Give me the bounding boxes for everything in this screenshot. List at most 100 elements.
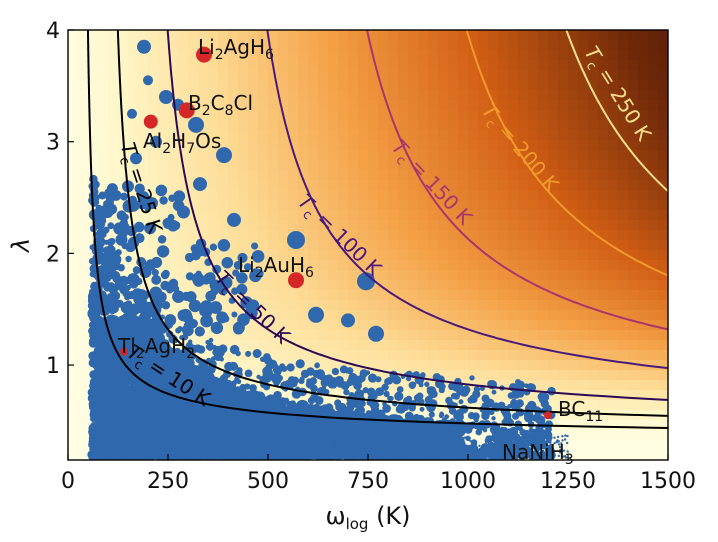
data-point [249, 384, 257, 392]
heatmap-cell [258, 130, 269, 141]
heatmap-cell [168, 150, 179, 161]
heatmap-cell [608, 320, 619, 331]
heatmap-cell [598, 340, 609, 351]
heatmap-cell [388, 150, 399, 161]
heatmap-cell [98, 170, 109, 181]
heatmap-cell [288, 310, 299, 321]
heatmap-cell [508, 300, 519, 311]
heatmap-cell [88, 40, 99, 51]
heatmap-cell [258, 110, 269, 121]
heatmap-cell [598, 80, 609, 91]
heatmap-cell [488, 80, 499, 91]
data-point [263, 356, 273, 365]
heatmap-cell [478, 100, 489, 111]
heatmap-cell [618, 270, 629, 281]
heatmap-cell [68, 350, 79, 361]
heatmap-cell [158, 260, 169, 271]
heatmap-cell [368, 360, 379, 371]
heatmap-cell [168, 230, 179, 241]
heatmap-cell [98, 140, 109, 151]
heatmap-cell [218, 30, 229, 41]
heatmap-cell [268, 320, 279, 331]
heatmap-cell [308, 290, 319, 301]
heatmap-cell [628, 280, 639, 291]
heatmap-cell [468, 430, 479, 441]
heatmap-cell [468, 350, 479, 361]
heatmap-cell [68, 450, 79, 460]
heatmap-cell [168, 70, 179, 81]
heatmap-cell [328, 170, 339, 181]
heatmap-cell [308, 330, 319, 341]
heatmap-cell [558, 330, 569, 341]
heatmap-cell [588, 100, 599, 111]
heatmap-cell [148, 280, 159, 291]
heatmap-cell [148, 160, 159, 171]
data-point [451, 382, 461, 392]
heatmap-cell [68, 160, 79, 171]
heatmap-cell [488, 340, 499, 351]
heatmap-cell [588, 120, 599, 131]
heatmap-cell [398, 240, 409, 251]
heatmap-cell [498, 370, 509, 381]
heatmap-cell [178, 130, 189, 141]
heatmap-cell [578, 450, 589, 460]
heatmap-cell [448, 240, 459, 251]
heatmap-cell [518, 330, 529, 341]
heatmap-cell [188, 30, 199, 41]
heatmap-cell [78, 100, 89, 111]
heatmap-cell [648, 390, 659, 401]
heatmap-cell [478, 210, 489, 221]
heatmap-cell [648, 290, 659, 301]
heatmap-cell [538, 130, 549, 141]
heatmap-cell [348, 150, 359, 161]
heatmap-cell [118, 100, 129, 111]
heatmap-cell [368, 380, 379, 391]
heatmap-cell [548, 30, 559, 41]
heatmap-cell [318, 250, 329, 261]
heatmap-cell [158, 60, 169, 71]
heatmap-cell [638, 200, 649, 211]
heatmap-cell [588, 270, 599, 281]
heatmap-cell [488, 130, 499, 141]
heatmap-cell [388, 190, 399, 201]
data-point [349, 401, 356, 409]
heatmap-cell [218, 60, 229, 71]
heatmap-cell [558, 140, 569, 151]
heatmap-cell [648, 40, 659, 51]
heatmap-cell [448, 120, 459, 131]
heatmap-cell [78, 190, 89, 201]
heatmap-cell [388, 100, 399, 111]
heatmap-cell [128, 80, 139, 91]
heatmap-cell [438, 220, 449, 231]
heatmap-cell [338, 220, 349, 231]
heatmap-cell [618, 400, 629, 411]
heatmap-cell [368, 230, 379, 241]
heatmap-cell [248, 370, 259, 381]
heatmap-cell [498, 100, 509, 111]
heatmap-cell [488, 60, 499, 71]
heatmap-cell [568, 200, 579, 211]
heatmap-cell [358, 290, 369, 301]
heatmap-cell [438, 160, 449, 171]
heatmap-cell [618, 330, 629, 341]
heatmap-cell [548, 380, 559, 391]
heatmap-cell [628, 390, 639, 401]
heatmap-cell [658, 260, 668, 271]
heatmap-cell [598, 190, 609, 201]
heatmap-cell [368, 100, 379, 111]
heatmap-cell [278, 90, 289, 101]
heatmap-cell [278, 100, 289, 111]
heatmap-cell [648, 130, 659, 141]
data-point [509, 400, 519, 410]
heatmap-cell [348, 90, 359, 101]
heatmap-cell [608, 380, 619, 391]
heatmap-cell [658, 390, 668, 401]
heatmap-cell [258, 310, 269, 321]
heatmap-cell [148, 210, 159, 221]
heatmap-cell [428, 330, 439, 341]
heatmap-cell [358, 240, 369, 251]
heatmap-cell [78, 440, 89, 451]
heatmap-cell [108, 30, 119, 41]
heatmap-cell [68, 220, 79, 231]
heatmap-cell [528, 270, 539, 281]
